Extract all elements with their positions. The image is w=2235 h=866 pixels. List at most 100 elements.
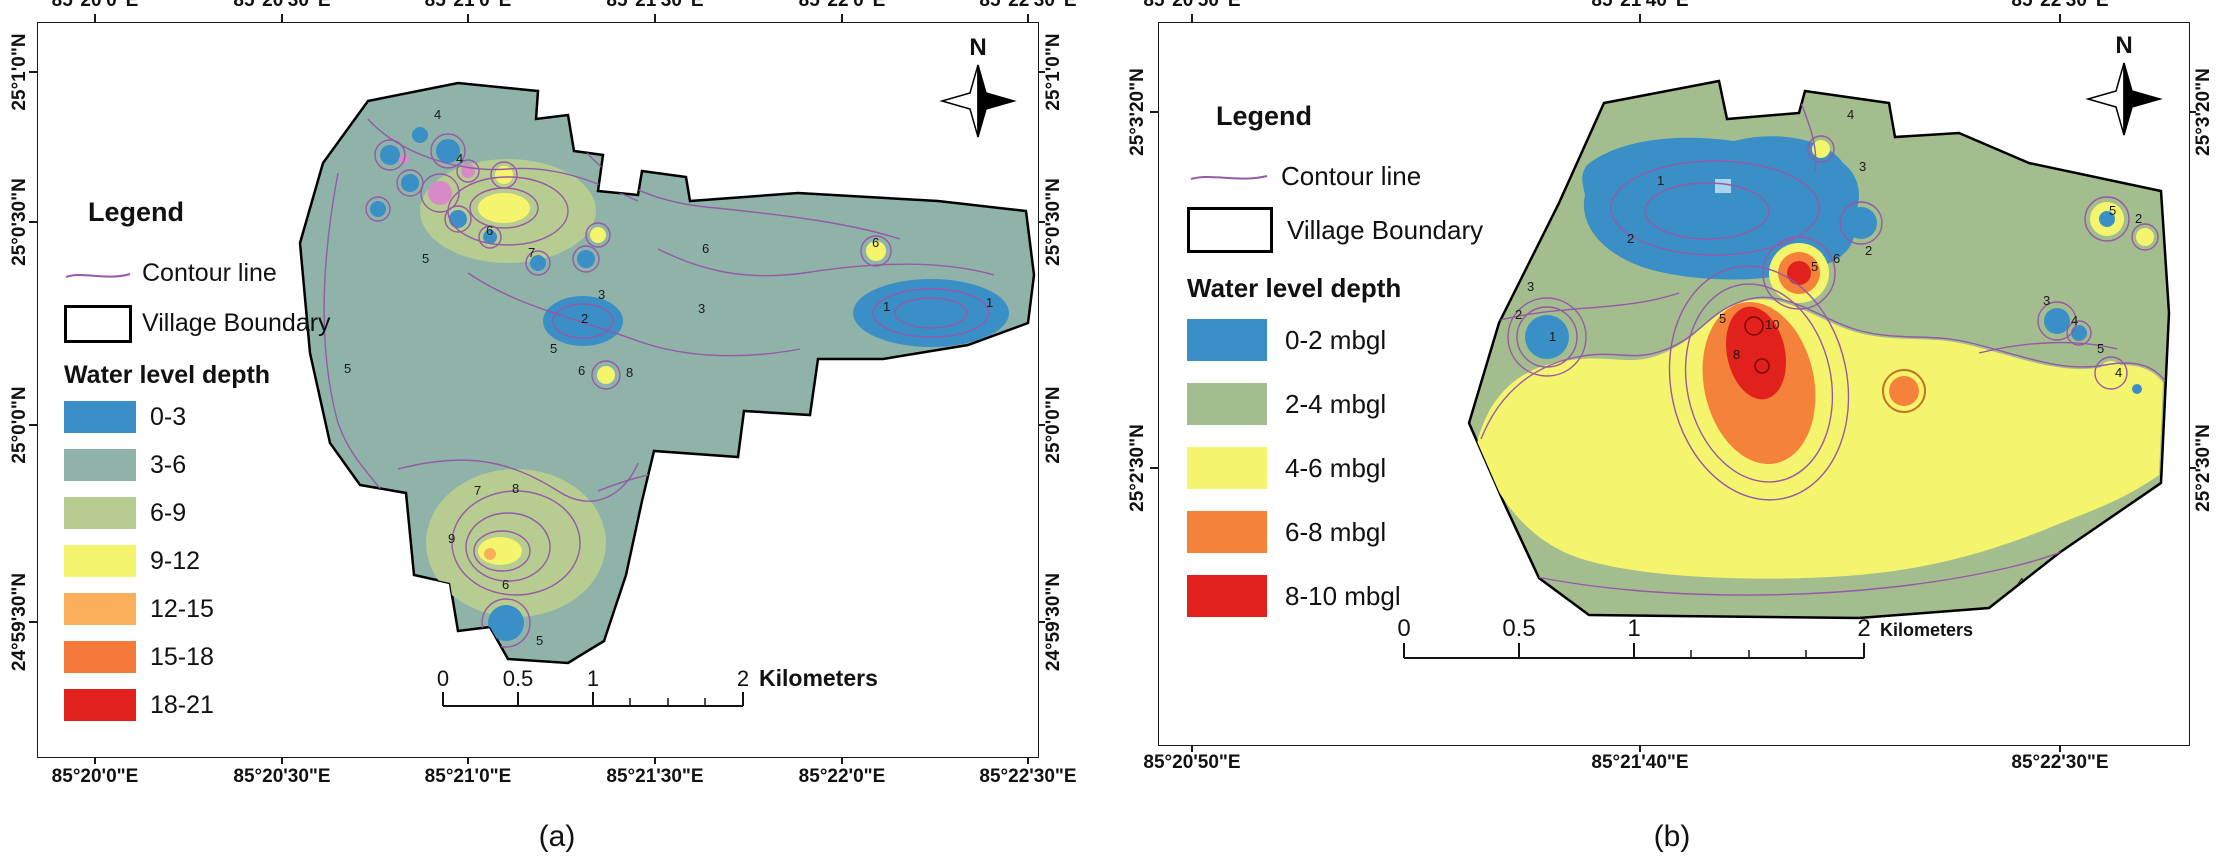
legend-class-label: 2-4 mbgl bbox=[1285, 389, 1387, 419]
svg-text:9: 9 bbox=[448, 531, 455, 546]
north-star-black-half bbox=[2123, 62, 2163, 136]
legend-class-label: 8-10 mbgl bbox=[1285, 581, 1401, 611]
svg-text:3: 3 bbox=[1527, 279, 1534, 294]
svg-text:5: 5 bbox=[1719, 311, 1726, 326]
contour-line-sample bbox=[1190, 175, 1268, 180]
svg-text:4: 4 bbox=[2017, 575, 2024, 590]
svg-text:4: 4 bbox=[434, 107, 441, 122]
axis-tick bbox=[281, 756, 283, 764]
svg-text:6: 6 bbox=[872, 235, 879, 250]
svg-text:1: 1 bbox=[1627, 618, 1640, 642]
legend-swatch bbox=[64, 593, 136, 625]
axis-tick bbox=[841, 756, 843, 764]
axis-tick bbox=[2188, 111, 2196, 113]
map-b-blue-spots bbox=[1525, 211, 2142, 394]
axis-label-right: 25°0'30"N bbox=[1043, 178, 1064, 266]
legend-swatch bbox=[64, 401, 136, 433]
north-star-black-half bbox=[977, 64, 1017, 138]
axis-label-top: 85°21'0"E bbox=[424, 0, 512, 11]
svg-text:6: 6 bbox=[486, 223, 493, 238]
axis-tick bbox=[2059, 744, 2061, 752]
axis-tick bbox=[1037, 221, 1045, 223]
axis-tick bbox=[2188, 467, 2196, 469]
svg-text:4: 4 bbox=[1462, 443, 1469, 458]
map-b-hotspot-red bbox=[1787, 261, 1811, 285]
axis-label-right: 24°59'30"N bbox=[1043, 572, 1064, 672]
svg-text:8: 8 bbox=[1733, 347, 1740, 362]
legend-swatch bbox=[1187, 511, 1267, 553]
svg-text:5: 5 bbox=[344, 361, 351, 376]
axis-tick bbox=[29, 621, 37, 623]
svg-text:5: 5 bbox=[1811, 259, 1818, 274]
map-b-red-core bbox=[1725, 306, 1787, 400]
map-b-orange-spot bbox=[1889, 376, 1919, 406]
caption-a: (a) bbox=[538, 820, 576, 853]
svg-text:2: 2 bbox=[1865, 243, 1872, 258]
axis-label-bottom: 85°22'0"E bbox=[798, 766, 886, 787]
legend-depth-title: Water level depth bbox=[64, 361, 271, 389]
axis-label-top: 85°21'40"E bbox=[1591, 0, 1689, 11]
svg-text:7: 7 bbox=[528, 245, 535, 260]
svg-text:0.5: 0.5 bbox=[503, 668, 534, 691]
legend-boundary-label: Village Boundary bbox=[1287, 215, 1484, 245]
svg-text:10: 10 bbox=[1765, 317, 1779, 332]
legend-swatch bbox=[64, 641, 136, 673]
north-star-white-half bbox=[2085, 62, 2125, 136]
legend-class-label: 4-6 mbgl bbox=[1285, 453, 1387, 483]
north-label: N bbox=[969, 34, 986, 61]
legend-class-label: 6-8 mbgl bbox=[1285, 517, 1387, 547]
axis-tick bbox=[281, 14, 283, 22]
legend-class-label: 0-2 mbgl bbox=[1285, 325, 1387, 355]
svg-text:3: 3 bbox=[698, 301, 705, 316]
svg-text:0: 0 bbox=[437, 668, 449, 691]
scale-bar: 0 0.5 1 2 Kilometers bbox=[1397, 618, 1973, 659]
svg-text:4: 4 bbox=[456, 151, 463, 166]
legend-swatch bbox=[1187, 447, 1267, 489]
svg-text:1: 1 bbox=[1549, 329, 1556, 344]
axis-tick bbox=[1037, 424, 1045, 426]
svg-text:Kilometers: Kilometers bbox=[1880, 620, 1973, 640]
scale-bar: 0 0.5 1 2 Kilometers bbox=[437, 668, 878, 707]
axis-tick bbox=[2059, 14, 2061, 22]
svg-text:3: 3 bbox=[1859, 159, 1866, 174]
axis-label-left: 25°2'30"N bbox=[1127, 424, 1148, 512]
caption-b: (b) bbox=[1653, 820, 1691, 853]
legend-boundary-label: Village Boundary bbox=[142, 309, 331, 337]
axis-tick bbox=[1639, 14, 1641, 22]
axis-label-right: 25°3'20"N bbox=[2193, 68, 2214, 156]
axis-label-top: 85°22'30"E bbox=[2011, 0, 2109, 11]
svg-text:5: 5 bbox=[550, 341, 557, 356]
svg-text:2: 2 bbox=[581, 311, 588, 326]
legend-class-label: 15-18 bbox=[150, 643, 214, 671]
axis-tick bbox=[1191, 744, 1193, 752]
axis-label-left: 25°1'0"N bbox=[9, 33, 30, 111]
svg-text:4: 4 bbox=[1847, 107, 1854, 122]
svg-text:6: 6 bbox=[702, 241, 709, 256]
panel-a: 85°20'0"E 85°20'30"E 85°21'0"E 85°21'30"… bbox=[0, 0, 1110, 866]
map-a-contour-labels: 4 5 6 7 5 6 6 3 2 1 1 5 8 6 7 bbox=[344, 107, 993, 648]
legend-class-label: 6-9 bbox=[150, 499, 187, 527]
axis-tick bbox=[1191, 14, 1193, 22]
axis-label-top: 85°20'50"E bbox=[1143, 0, 1241, 11]
map-a: 4 5 6 7 5 6 6 3 2 1 1 5 8 6 7 bbox=[298, 81, 1036, 665]
axis-label-bottom: 85°21'40"E bbox=[1591, 752, 1689, 773]
axis-tick bbox=[29, 71, 37, 73]
axis-tick bbox=[841, 14, 843, 22]
svg-text:4: 4 bbox=[2071, 313, 2078, 328]
axis-tick bbox=[94, 756, 96, 764]
svg-text:2: 2 bbox=[1857, 618, 1870, 642]
axis-label-bottom: 85°22'30"E bbox=[979, 766, 1077, 787]
axis-tick bbox=[29, 221, 37, 223]
contour-line-sample bbox=[65, 273, 131, 278]
map-a-region-yellow bbox=[478, 166, 886, 565]
village-boundary-sample bbox=[1187, 207, 1273, 253]
svg-text:7: 7 bbox=[474, 483, 481, 498]
axis-label-bottom: 85°21'30"E bbox=[606, 766, 704, 787]
legend-class-label: 9-12 bbox=[150, 547, 201, 575]
svg-text:6: 6 bbox=[1833, 251, 1840, 266]
axis-label-right: 25°2'30"N bbox=[2193, 424, 2214, 512]
legend-swatch bbox=[1187, 383, 1267, 425]
north-star-white-half bbox=[939, 64, 979, 138]
legend-contour-label: Contour line bbox=[1281, 161, 1422, 191]
axis-tick bbox=[1639, 744, 1641, 752]
